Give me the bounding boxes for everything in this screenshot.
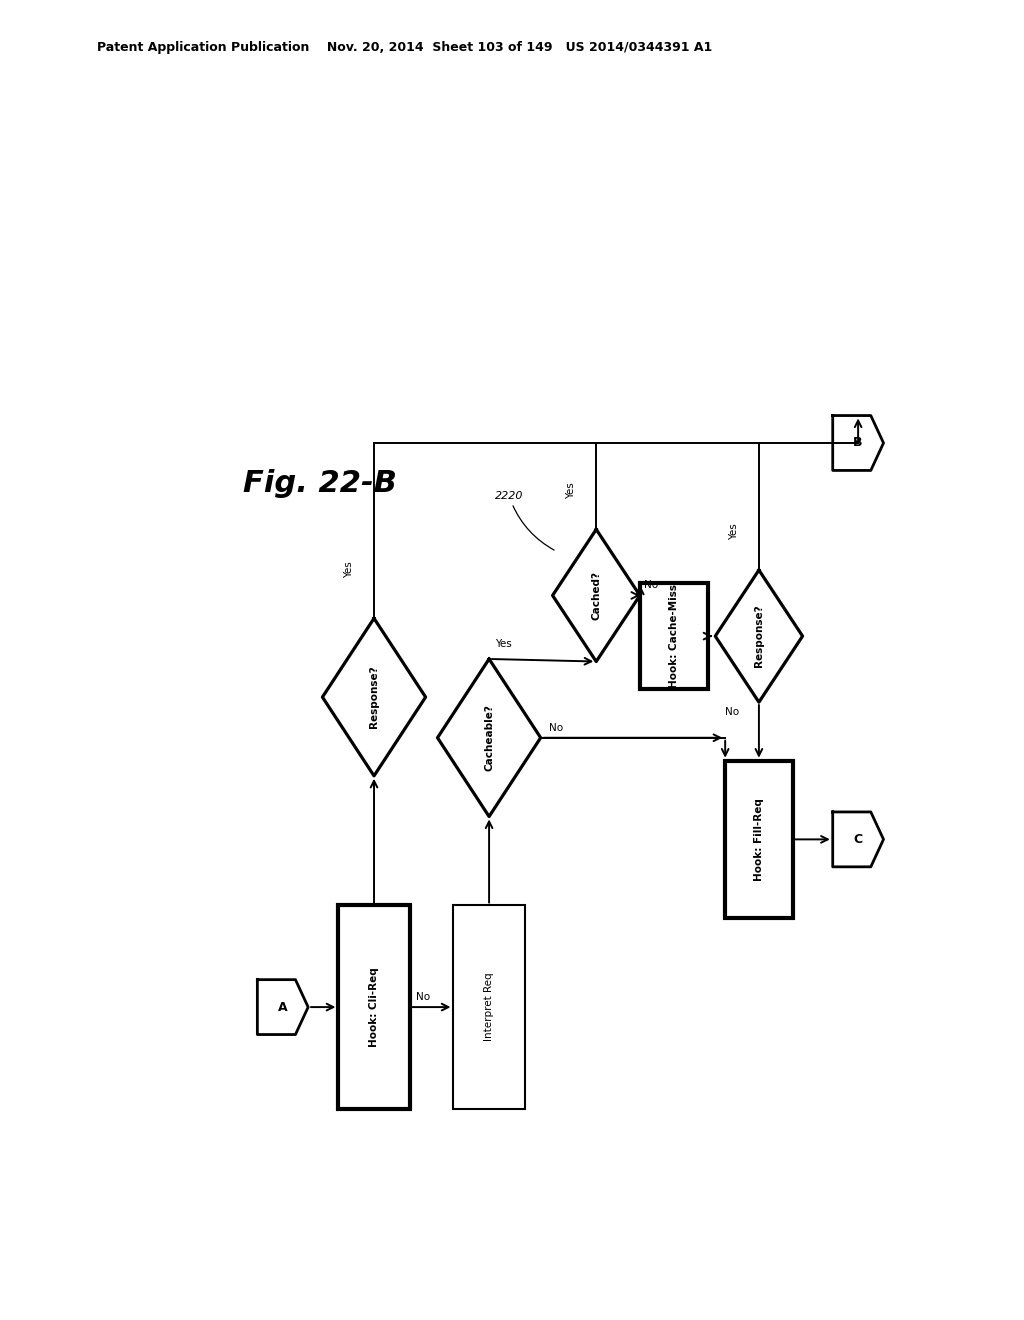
Text: No: No [725,708,739,717]
Text: Yes: Yes [566,482,577,499]
Text: Response?: Response? [754,605,764,668]
Polygon shape [833,812,884,867]
Text: Patent Application Publication    Nov. 20, 2014  Sheet 103 of 149   US 2014/0344: Patent Application Publication Nov. 20, … [97,41,713,54]
Text: Interpret Req: Interpret Req [484,973,495,1041]
Text: 2220: 2220 [495,491,554,550]
Polygon shape [553,529,640,661]
Polygon shape [323,618,426,776]
Text: Yes: Yes [496,639,512,649]
Text: C: C [854,833,862,846]
Text: Hook: Fill-Req: Hook: Fill-Req [754,799,764,880]
Text: Yes: Yes [729,523,739,540]
Polygon shape [437,659,541,817]
Polygon shape [257,979,308,1035]
Text: Cached?: Cached? [591,572,601,620]
Bar [338,906,410,1109]
Text: Hook: Cache-Miss: Hook: Cache-Miss [669,585,679,688]
Text: Response?: Response? [369,665,379,729]
Text: No: No [416,993,430,1002]
Polygon shape [715,570,803,702]
Text: Hook: Cli-Req: Hook: Cli-Req [369,968,379,1047]
Bar [640,582,708,689]
Text: Cacheable?: Cacheable? [484,705,495,771]
Text: B: B [853,437,863,450]
Text: Fig. 22-B: Fig. 22-B [243,469,397,498]
Text: No: No [549,722,563,733]
Text: No: No [644,581,658,590]
Text: A: A [278,1001,288,1014]
Bar [454,906,524,1109]
Bar [725,760,793,919]
Text: Yes: Yes [344,561,354,578]
Polygon shape [833,416,884,470]
